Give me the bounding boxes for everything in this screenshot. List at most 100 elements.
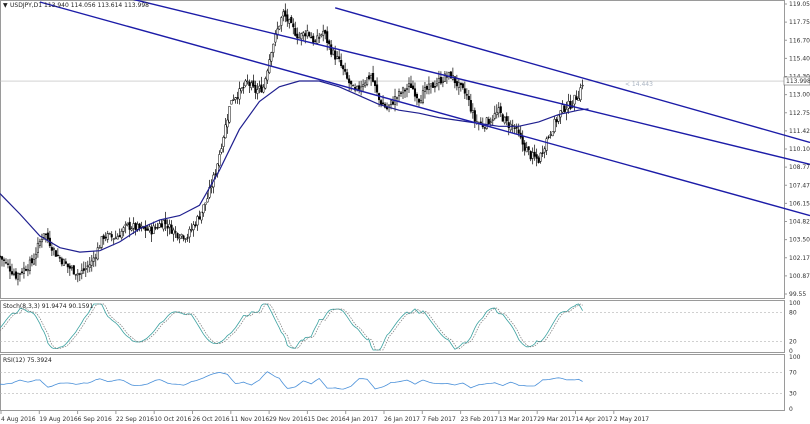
candle [20, 268, 23, 275]
candle [158, 219, 161, 229]
price-tick-label: 112.75 [789, 110, 810, 117]
candle [248, 79, 251, 94]
candle [178, 233, 181, 244]
candle [274, 30, 277, 47]
candle [26, 264, 29, 277]
stoch-tick-label: 100 [789, 300, 801, 307]
price-tick-label: 108.775 [789, 164, 810, 171]
candle [282, 8, 285, 22]
date-tick-label: 15 Dec 2016 [307, 416, 346, 423]
candle [56, 248, 59, 257]
candle [228, 106, 231, 124]
candle [12, 268, 16, 277]
candle [180, 233, 183, 239]
candle [579, 83, 582, 102]
candle [268, 54, 271, 75]
price-tick-label: 117.75 [789, 19, 810, 26]
candle [314, 39, 317, 43]
candle [76, 269, 79, 283]
price-tick-label: 106.150 [789, 200, 810, 207]
candle [64, 258, 67, 265]
candle [132, 217, 135, 234]
candle [242, 82, 245, 94]
candle [491, 115, 494, 127]
stochastic-panel [0, 303, 784, 351]
candle [433, 80, 436, 93]
candle [6, 259, 10, 269]
candle [350, 80, 353, 91]
candle [409, 75, 413, 88]
candle [535, 148, 538, 167]
candle [525, 141, 528, 153]
candle [28, 256, 31, 275]
candle [72, 264, 75, 275]
candle [537, 155, 540, 164]
candle [174, 226, 177, 238]
stoch-axis: 100 80 20 0 [789, 300, 801, 355]
candle [485, 116, 488, 130]
candle [192, 221, 195, 237]
candle [126, 222, 129, 227]
candle [539, 152, 542, 164]
candle [10, 263, 14, 276]
candle [256, 83, 259, 100]
header-arrow-icon: ▼ [3, 2, 8, 9]
candle [286, 8, 289, 27]
candle [457, 78, 460, 95]
candle [561, 100, 564, 114]
candle [413, 82, 417, 102]
candle [575, 90, 578, 100]
candle [4, 258, 8, 265]
candle [52, 246, 55, 256]
candle [252, 74, 255, 88]
candle [471, 103, 474, 119]
candle [419, 95, 423, 104]
candle [66, 263, 69, 274]
date-tick-label: 26 Jan 2017 [384, 416, 420, 423]
price-tick-label: 103.500 [789, 237, 810, 244]
date-tick-label: 4 Aug 2016 [1, 416, 36, 423]
candle [98, 244, 101, 249]
candle [186, 233, 189, 242]
candle [144, 220, 147, 238]
candle [0, 255, 2, 259]
price-tick-label: 102.175 [789, 255, 810, 262]
candle [455, 74, 458, 91]
candle [324, 29, 327, 40]
date-tick-label: 4 Jan 2017 [346, 416, 378, 423]
candle [465, 88, 468, 100]
candle [2, 257, 6, 267]
stoch-panel-frame [0, 300, 785, 353]
candle [573, 94, 576, 111]
candle [338, 50, 341, 63]
candle [376, 77, 379, 96]
candle [383, 102, 387, 109]
candle [24, 265, 27, 272]
candle [206, 192, 209, 203]
candle [479, 117, 482, 124]
date-tick-label: 6 Sep 2016 [78, 416, 112, 423]
candle [84, 261, 87, 277]
candle [146, 225, 149, 231]
candle [310, 32, 313, 39]
candle [318, 32, 321, 43]
candle [110, 231, 113, 242]
candle [290, 15, 293, 24]
candle [58, 255, 61, 262]
candle [451, 67, 454, 81]
upper-channel [334, 7, 810, 144]
candle [194, 221, 197, 228]
candle [68, 263, 71, 276]
candle [298, 31, 301, 39]
rsi-tick-label: 100 [789, 354, 801, 361]
candle [114, 230, 117, 240]
ohlc-label: 113.940 114.056 113.614 113.998 [44, 2, 149, 9]
stoch-tick-label: 80 [789, 310, 797, 317]
candle [80, 263, 83, 280]
candle [521, 130, 524, 152]
candle [427, 76, 430, 95]
candle [102, 233, 105, 245]
candle [224, 118, 227, 139]
candle [218, 150, 221, 168]
mid-channel [132, 0, 810, 166]
